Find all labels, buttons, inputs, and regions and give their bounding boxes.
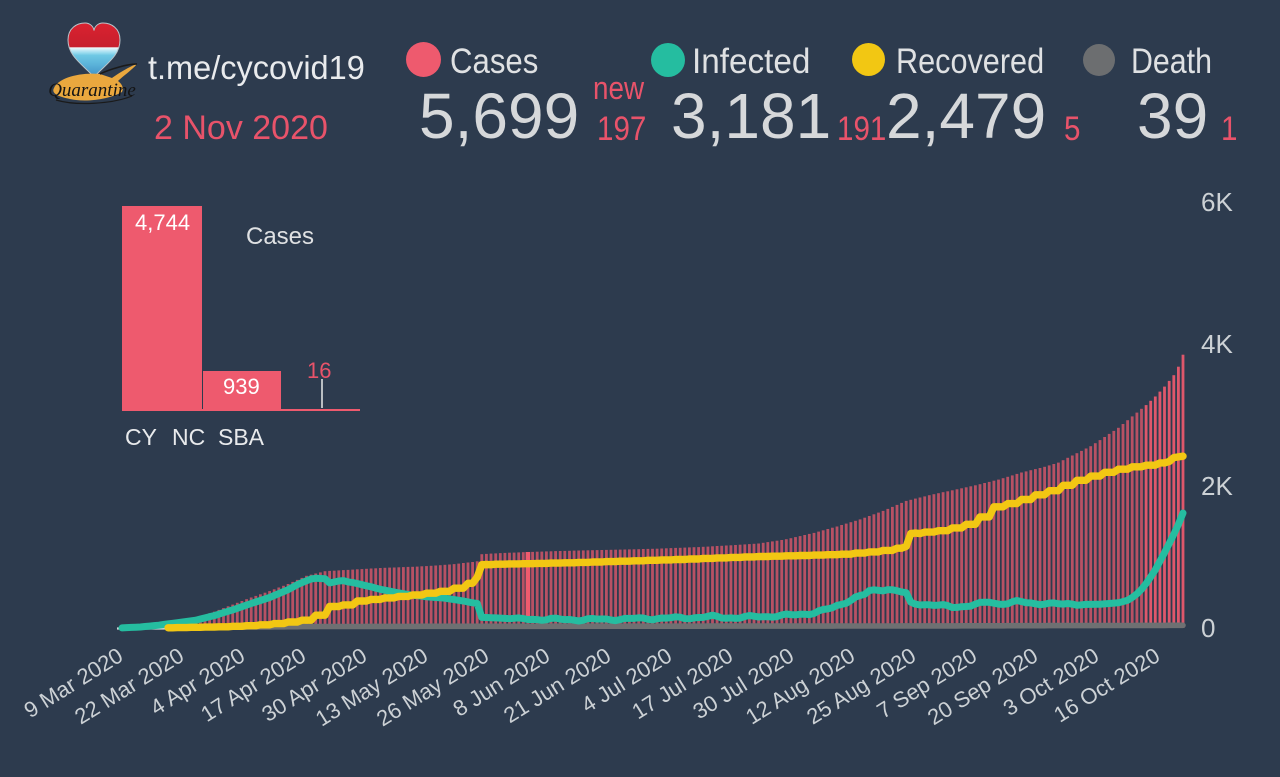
svg-text:0: 0 xyxy=(1201,613,1215,643)
svg-text:4K: 4K xyxy=(1201,329,1233,359)
svg-text:Quarantine: Quarantine xyxy=(48,80,136,101)
svg-text:2K: 2K xyxy=(1201,471,1233,501)
svg-text:6K: 6K xyxy=(1201,187,1233,217)
